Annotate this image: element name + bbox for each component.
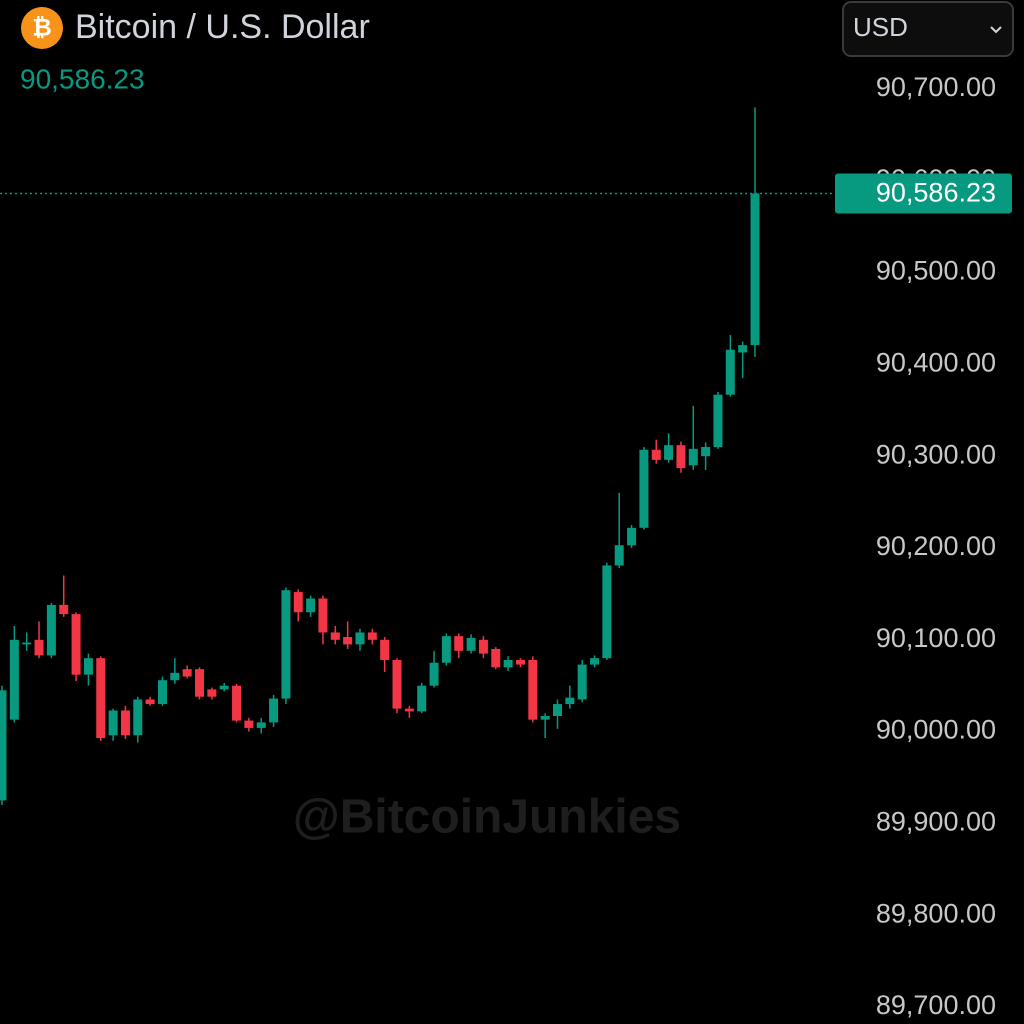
candle-body [639,449,649,528]
candle-body [59,604,69,615]
candle-body [83,658,93,675]
candle-body [380,639,390,660]
currency-label: USD [853,12,908,42]
candle-body [120,710,130,736]
candle-body [540,715,550,720]
y-tick-label: 90,700.00 [876,72,996,102]
candle-body [0,690,7,801]
candle-body [528,659,538,720]
y-tick-label: 90,400.00 [876,348,996,378]
plot-area [0,107,760,806]
coin-icon [21,7,63,49]
candle-body [577,664,587,700]
price-badge-label: 90,586.23 [876,178,996,208]
watermark: @BitcoinJunkies [293,791,681,844]
candle-body [133,699,143,736]
candle-body [725,349,735,395]
candle-body [713,394,723,448]
candle-body [664,445,674,460]
candle-body [590,658,600,665]
currency-dropdown[interactable] [842,1,1014,57]
candle-body [232,685,242,721]
candle-body [318,598,328,633]
candle-body [343,637,353,645]
y-tick-label: 90,200.00 [876,531,996,561]
chart-title: Bitcoin / U.S. Dollar [75,8,370,46]
candle-body [676,445,686,469]
candle-body [355,632,365,645]
candle-body [96,658,106,739]
candle-body [330,632,340,640]
candle-body [478,639,488,654]
candle-body [170,672,180,681]
candle-body [108,710,118,736]
candle-body [503,659,513,668]
y-tick-label: 90,000.00 [876,715,996,745]
candle-body [306,598,316,613]
candle-body [182,669,192,677]
candle-body [552,704,562,716]
candle-body [9,639,19,720]
candle-body [256,722,266,728]
candle-body [34,639,44,656]
candle-body [281,590,291,699]
candle-body [627,527,637,546]
y-tick-label: 89,700.00 [876,990,996,1020]
candle-body [207,689,217,697]
candle-body [417,685,427,712]
candle-body [491,648,501,668]
candle-body [701,447,711,457]
candle-body [244,720,254,728]
candle-body [515,659,525,665]
candle-body [651,449,661,460]
y-tick-label: 89,800.00 [876,898,996,928]
candle-body [429,662,439,686]
candle-body [404,708,414,712]
candle-body [219,685,229,690]
candle-body [688,448,698,466]
candle-body [392,659,402,709]
candle-body [750,193,760,346]
candle-body [565,697,575,705]
y-tick-label: 90,300.00 [876,439,996,469]
candle-body [602,565,612,659]
candle-body [614,545,624,566]
candle-body [46,604,56,656]
candle-body [454,636,464,651]
candle-body [145,699,155,705]
candle-body [269,698,279,723]
price-badge [835,173,1012,214]
y-tick-label: 90,500.00 [876,256,996,286]
candle-body [293,592,303,613]
coin-symbol: ₿ [32,14,52,41]
dropdown-chevron [990,26,1002,34]
y-tick-label: 89,900.00 [876,807,996,837]
candle-body [466,637,476,651]
header-price: 90,586.23 [20,63,145,94]
candle-body [738,345,748,353]
candle-body [367,632,377,640]
candle-body [195,669,205,697]
candle-body [71,614,81,675]
candle-body [22,642,32,645]
candle-body [441,636,451,663]
candle-body [157,680,167,705]
y-tick-label: 90,100.00 [876,623,996,653]
